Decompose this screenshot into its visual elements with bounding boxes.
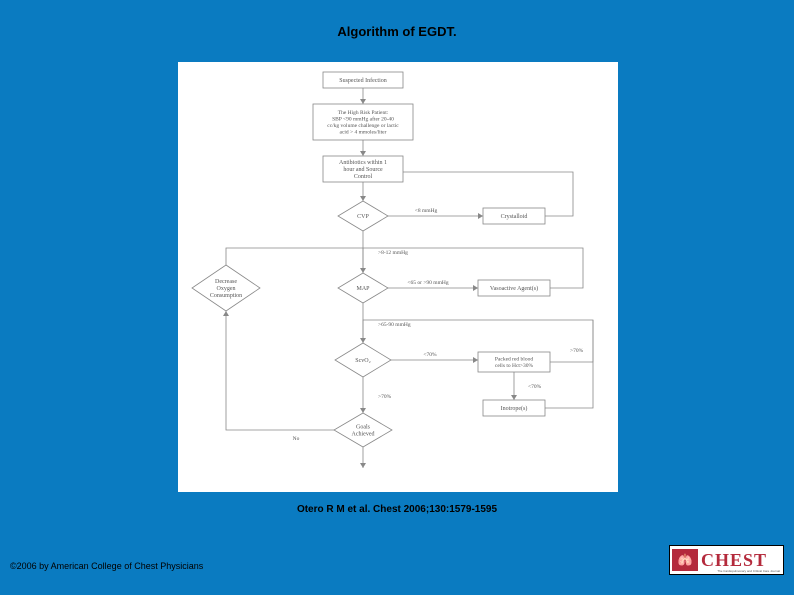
svg-text:Achieved: Achieved (352, 432, 375, 438)
svg-text:No: No (293, 436, 300, 442)
chest-logo: 🫁 CHEST The Cardiopulmonary and Critical… (669, 545, 784, 575)
lungs-icon: 🫁 (672, 549, 698, 571)
svg-text:hour and Source: hour and Source (343, 167, 383, 173)
svg-text:Suspected Infection: Suspected Infection (339, 77, 386, 84)
svg-text:Inotrope(s): Inotrope(s) (501, 405, 528, 412)
svg-text:Vasoactive Agent(s): Vasoactive Agent(s) (490, 285, 538, 292)
svg-text:CVP: CVP (357, 214, 369, 220)
svg-text:Decrease: Decrease (215, 279, 237, 285)
logo-text: CHEST (701, 550, 767, 571)
svg-text:>65-90 mmHg: >65-90 mmHg (378, 322, 411, 328)
svg-text:The High Risk Patient:: The High Risk Patient: (338, 110, 389, 116)
citation-text: Otero R M et al. Chest 2006;130:1579-159… (0, 504, 794, 515)
svg-text:acid > 4 mmoles/liter: acid > 4 mmoles/liter (340, 130, 387, 136)
svg-text:cells to Hct>30%: cells to Hct>30% (495, 363, 534, 369)
svg-text:Packed red blood: Packed red blood (495, 357, 533, 363)
copyright-text: ©2006 by American College of Chest Physi… (10, 561, 203, 571)
svg-text:MAP: MAP (356, 286, 370, 292)
svg-text:SBP <90 mmHg after 20-40: SBP <90 mmHg after 20-40 (332, 116, 394, 123)
svg-text:cc/kg volume challenge or lact: cc/kg volume challenge or lactic (327, 123, 399, 129)
logo-subtitle: The Cardiopulmonary and Critical Care Jo… (717, 569, 780, 573)
svg-text:>8-12 mmHg: >8-12 mmHg (378, 250, 408, 256)
svg-text:>70%: >70% (570, 348, 584, 354)
svg-text:Control: Control (354, 174, 373, 180)
svg-text:Crystalloid: Crystalloid (501, 214, 528, 220)
svg-text:Oxygen: Oxygen (217, 286, 236, 292)
svg-text:ScvO₂: ScvO₂ (355, 358, 370, 364)
slide: Algorithm of EGDT. <8 mmHg >8-12 mmHg <65 … (0, 0, 794, 595)
svg-text:<65 or >90 mmHg: <65 or >90 mmHg (407, 280, 448, 286)
flowchart-figure: <8 mmHg >8-12 mmHg <65 or >90 mmHg >65-90 m… (178, 62, 618, 492)
slide-title: Algorithm of EGDT. (0, 24, 794, 39)
svg-text:<70%: <70% (423, 352, 437, 358)
svg-text:<8 mmHg: <8 mmHg (415, 208, 438, 214)
svg-text:Consumption: Consumption (210, 293, 242, 299)
svg-text:>70%: >70% (378, 394, 392, 400)
svg-text:<70%: <70% (528, 384, 542, 390)
svg-text:Antibiotics within 1: Antibiotics within 1 (339, 160, 387, 166)
svg-text:Goals: Goals (356, 425, 371, 431)
